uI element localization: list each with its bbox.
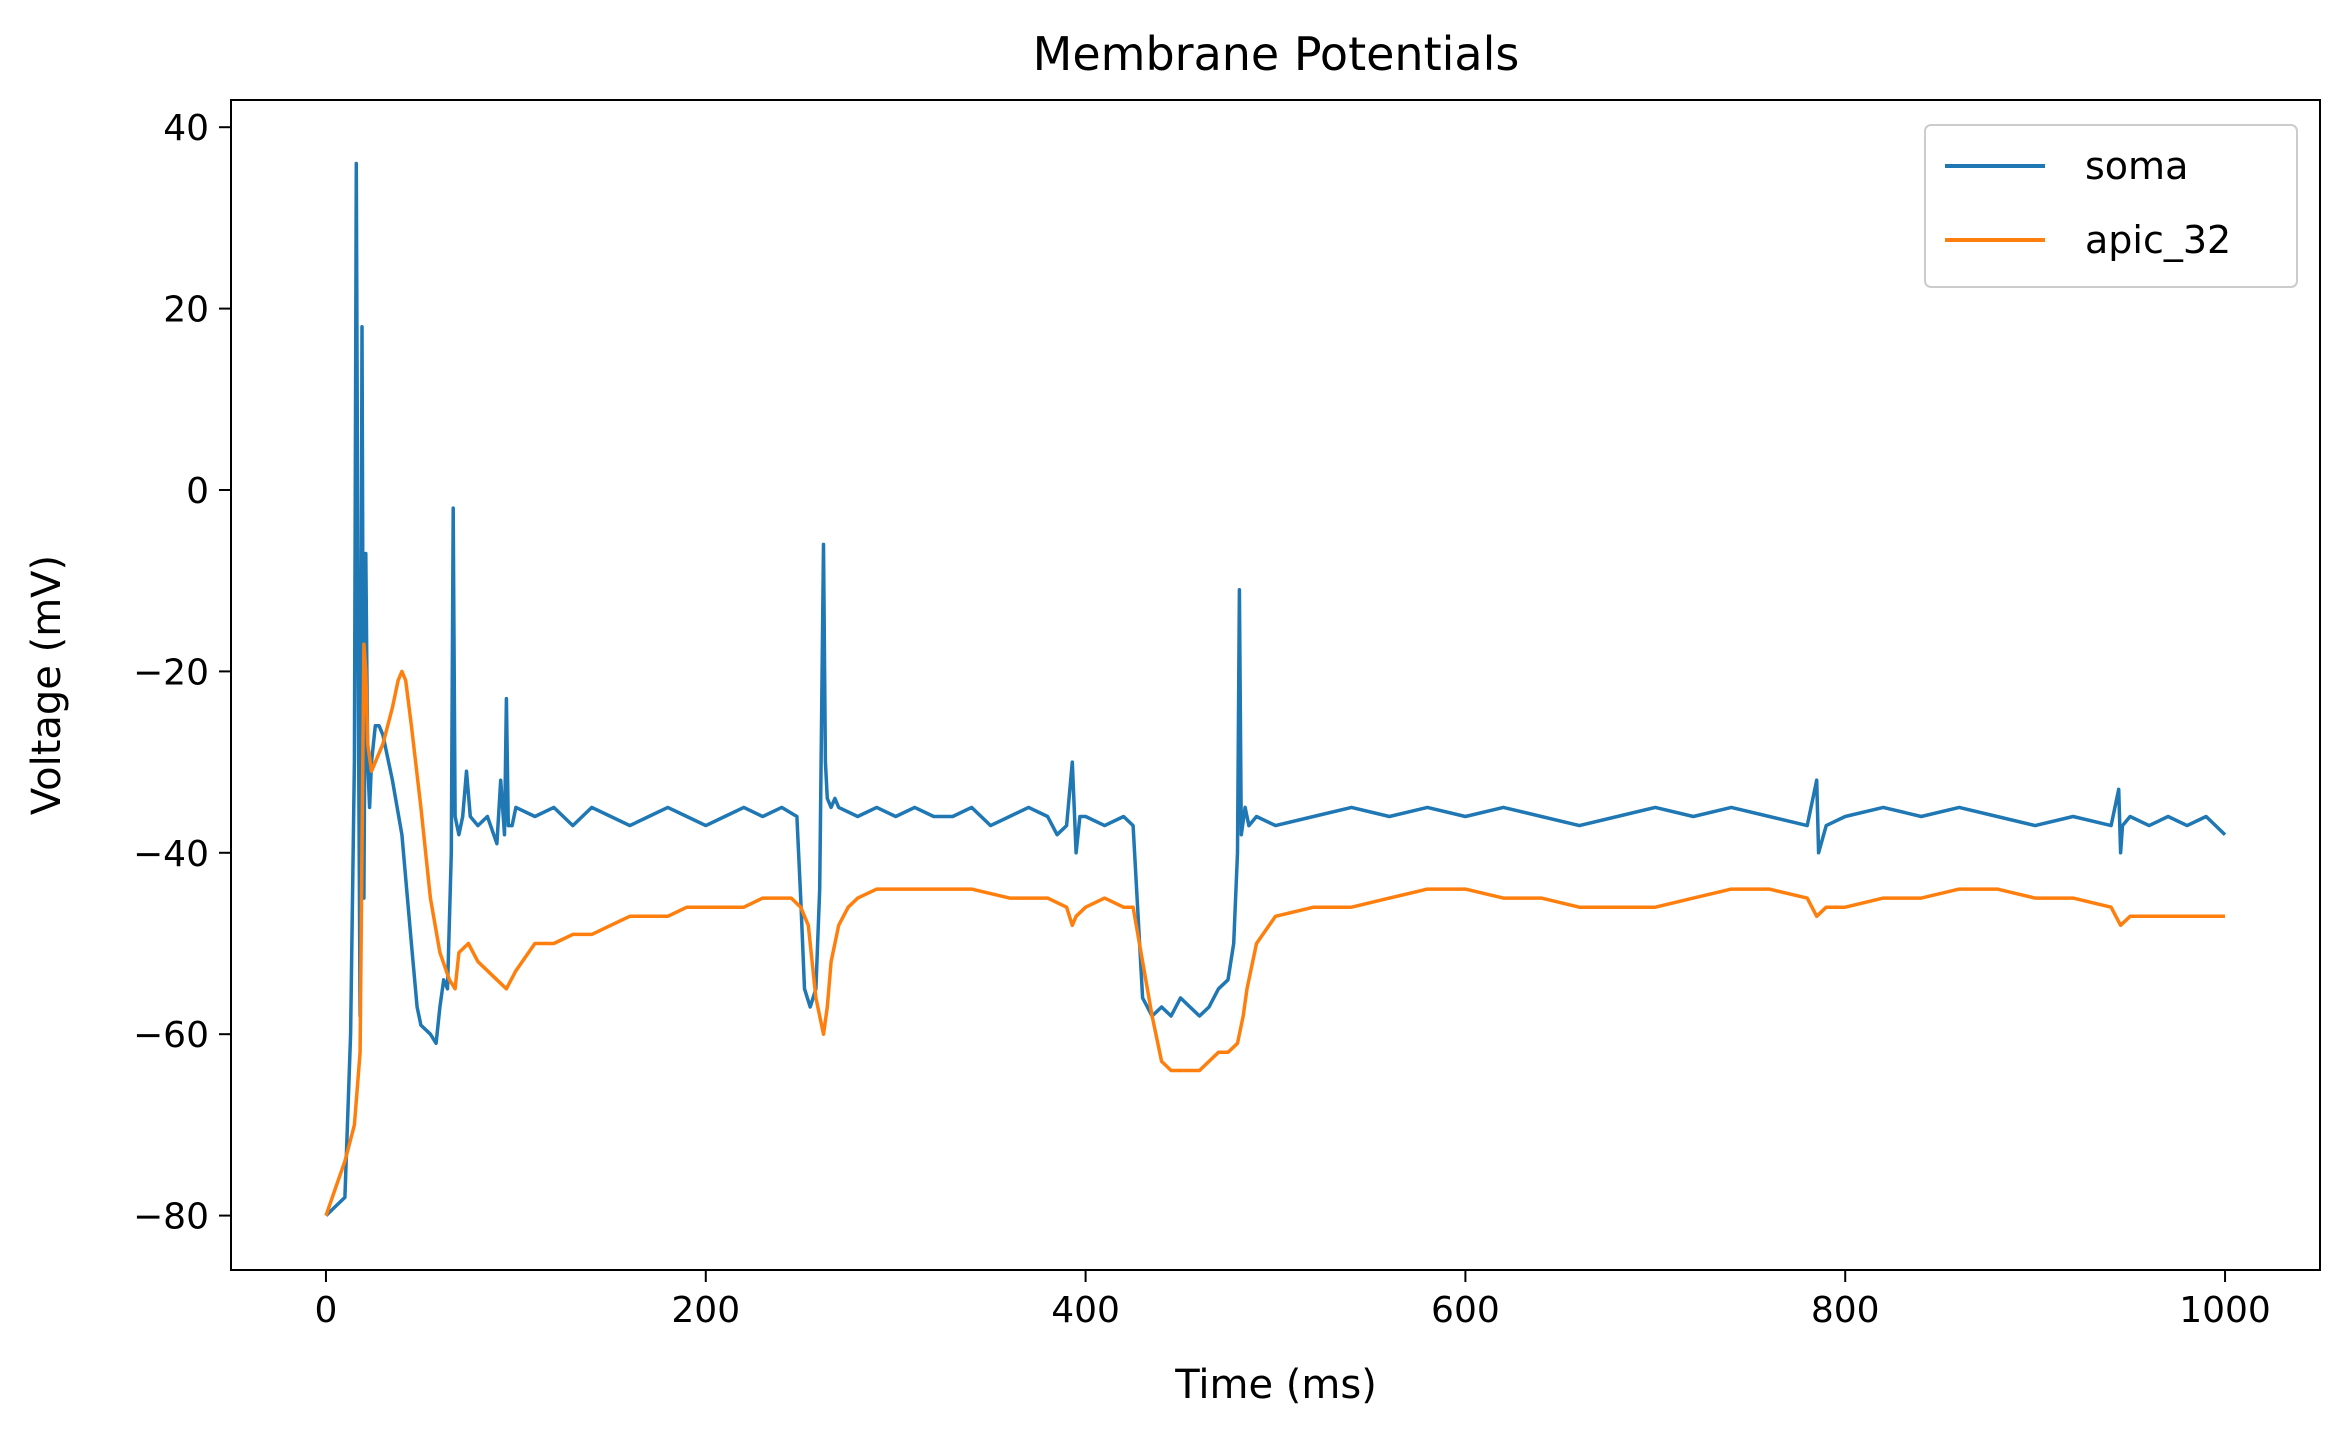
series-line-soma (324, 161, 2227, 1217)
legend: soma apic_32 (1924, 124, 2298, 288)
y-tick-label: −20 (133, 652, 209, 693)
y-tick-label: −40 (133, 834, 209, 875)
legend-label-apic-32: apic_32 (2085, 218, 2231, 262)
x-tick-label: 600 (1431, 1290, 1500, 1331)
legend-label-soma: soma (2085, 144, 2188, 188)
x-axis-label: Time (ms) (1174, 1362, 1377, 1408)
y-axis: −80 −60 −40 −20 0 20 40 (133, 108, 231, 1238)
y-tick-label: 40 (163, 108, 209, 149)
y-tick-label: −60 (133, 1015, 209, 1056)
axes-frame (230, 99, 2321, 1271)
y-tick-label: 0 (186, 471, 209, 512)
x-tick-label: 400 (1051, 1290, 1120, 1331)
x-tick-label: 1000 (2179, 1290, 2271, 1331)
x-tick-label: 0 (315, 1290, 338, 1331)
y-tick-label: −80 (133, 1197, 209, 1238)
series-layer (324, 161, 2227, 1217)
x-tick-label: 800 (1811, 1290, 1880, 1331)
x-axis: 0 200 400 600 800 1000 (315, 1270, 2271, 1331)
chart-title: Membrane Potentials (1033, 27, 1520, 81)
y-tick-label: 20 (163, 290, 209, 331)
series-line-apic-32 (324, 642, 2225, 1217)
plot-area (230, 99, 2321, 1271)
x-tick-label: 200 (671, 1290, 740, 1331)
y-axis-label: Voltage (mV) (24, 555, 70, 815)
